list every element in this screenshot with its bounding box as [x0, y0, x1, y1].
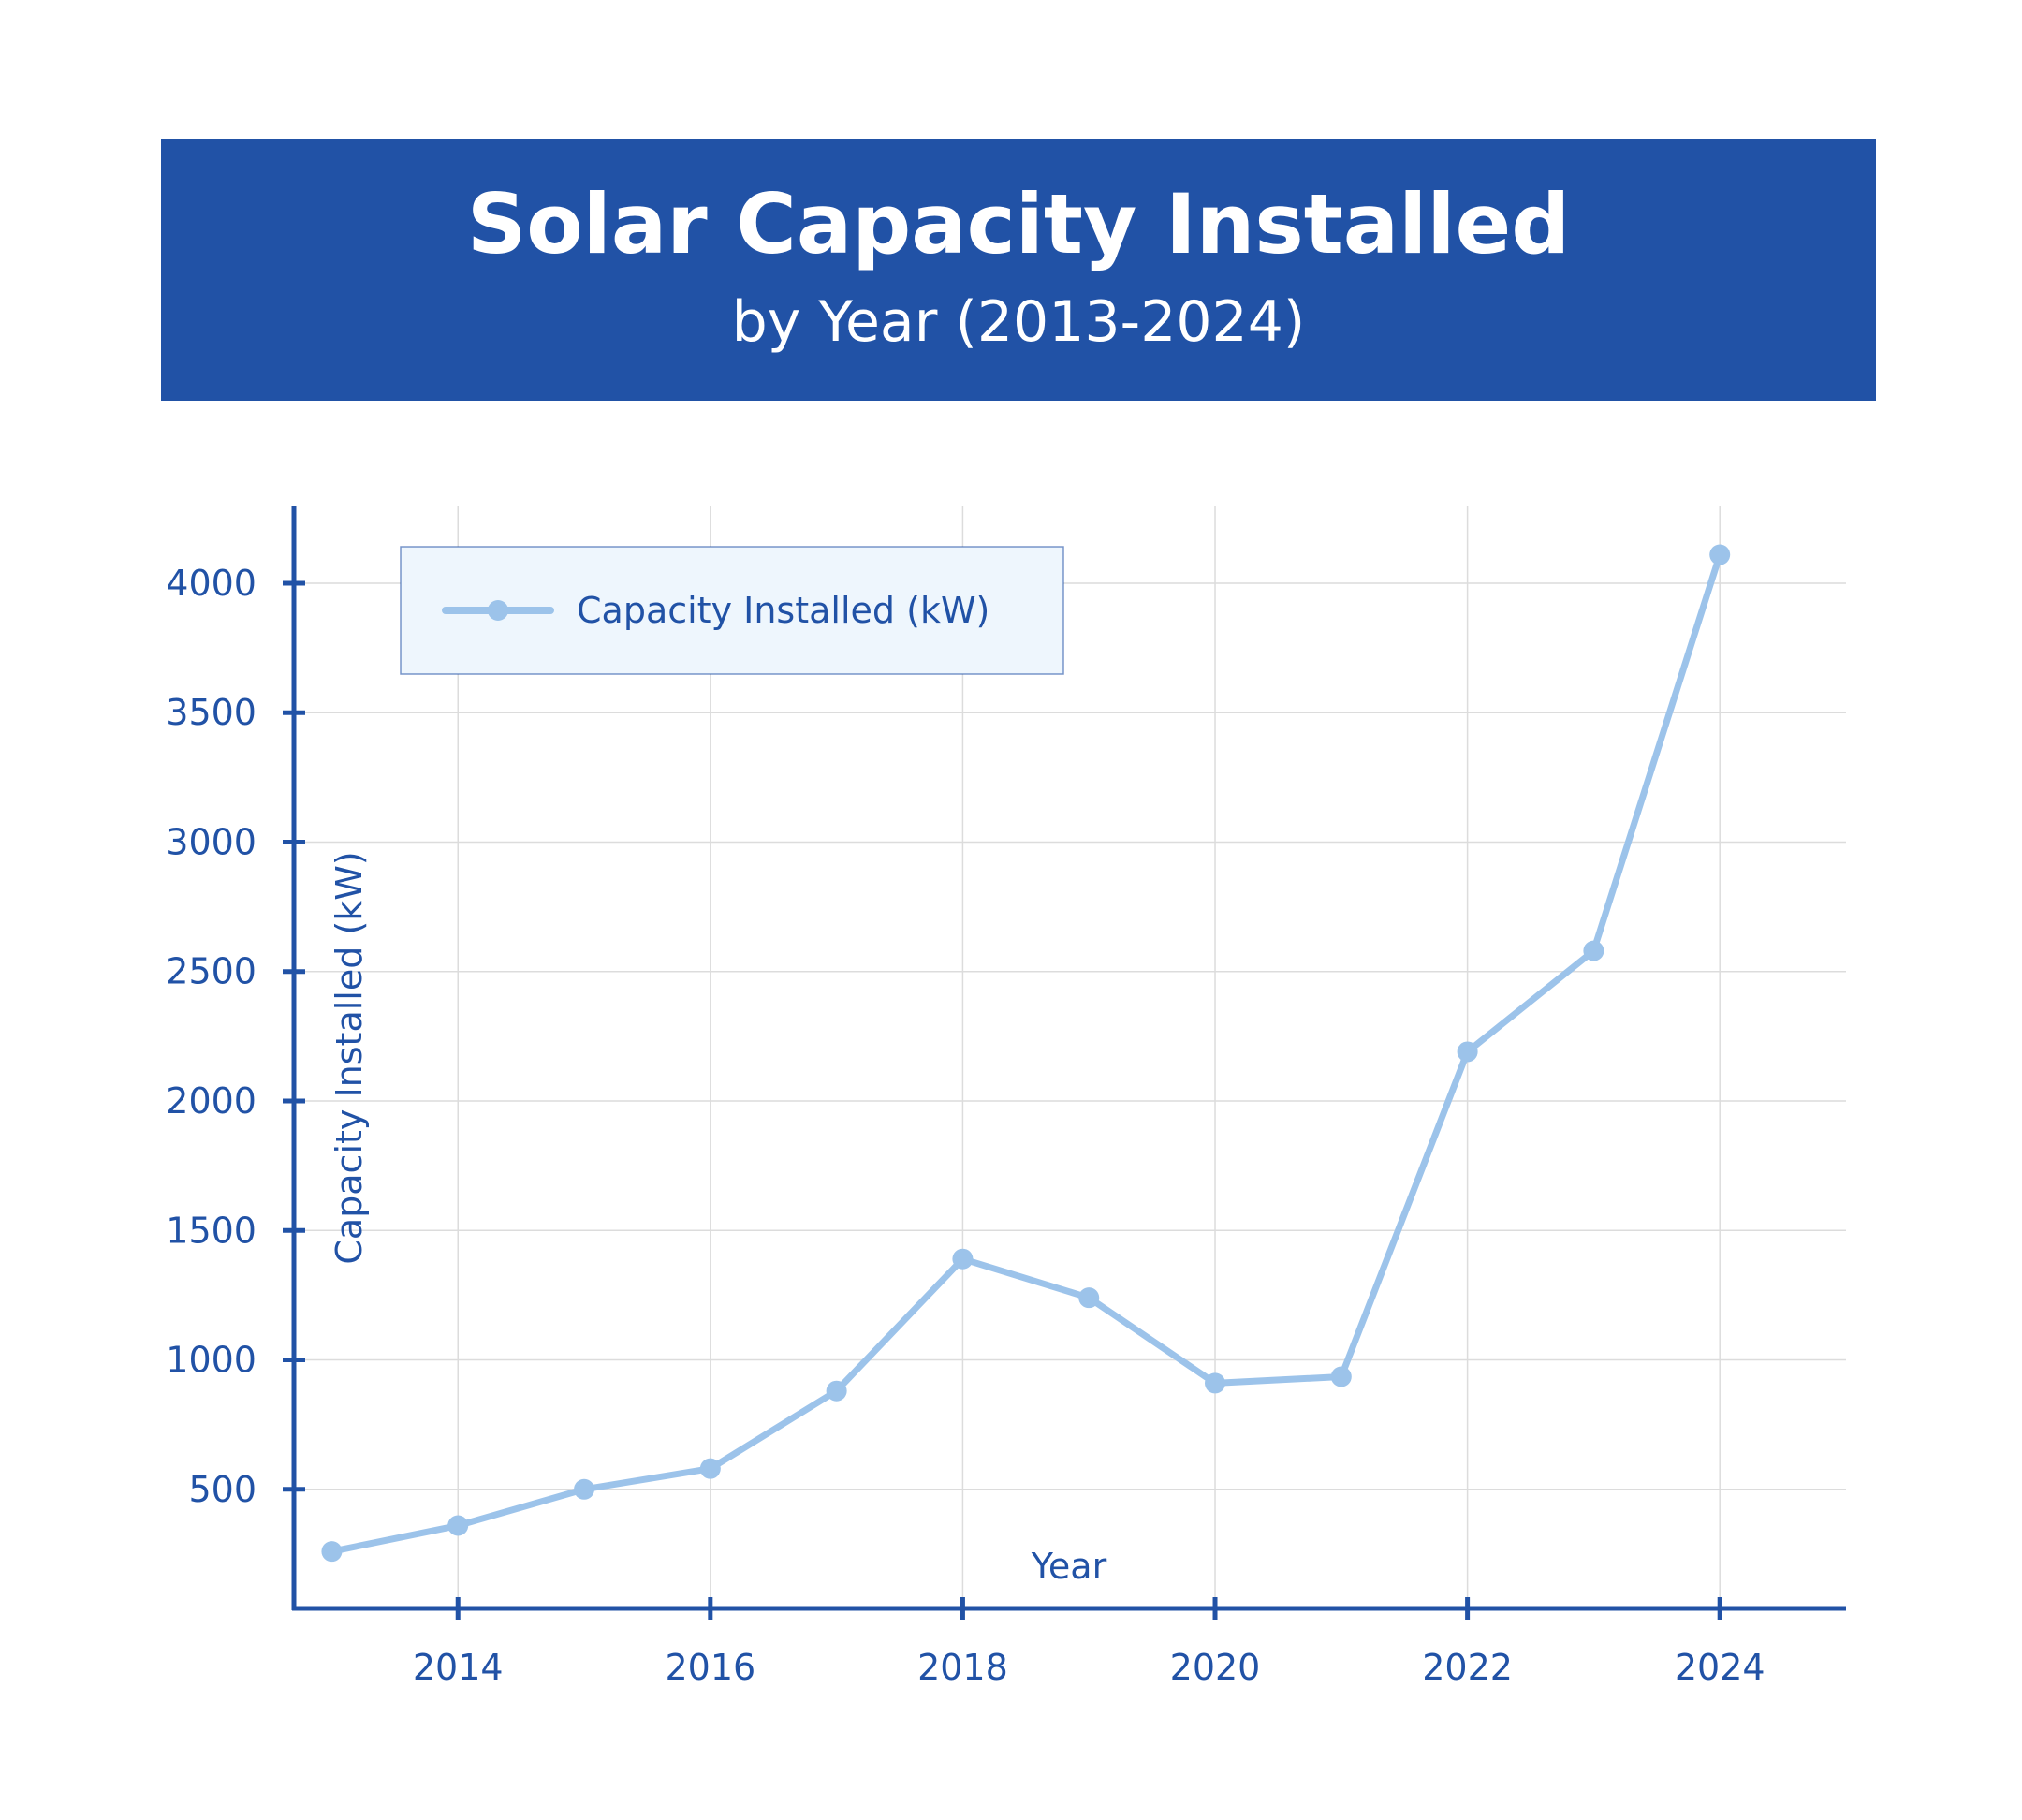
x-tick-label: 2014 [413, 1647, 504, 1688]
data-point [952, 1248, 974, 1270]
data-point [1205, 1372, 1226, 1394]
data-point [574, 1478, 595, 1500]
y-tick-label: 2500 [166, 951, 256, 992]
data-point [1078, 1287, 1100, 1309]
x-tick-label: 2016 [665, 1647, 755, 1688]
data-point [447, 1515, 469, 1536]
x-tick-label: 2020 [1170, 1647, 1261, 1688]
y-tick-label: 3000 [166, 821, 256, 862]
series-line [328, 551, 1723, 1555]
data-series [321, 544, 1731, 1563]
data-point [1457, 1041, 1478, 1063]
chart-subtitle: by Year (2013-2024) [731, 289, 1306, 355]
y-tick-label: 500 [188, 1469, 256, 1510]
data-point [321, 1541, 343, 1563]
data-point [699, 1458, 721, 1479]
data-point [826, 1380, 847, 1402]
y-tick-label: 3500 [166, 692, 256, 733]
y-axis-label: Capacity Installed (kW) [329, 851, 370, 1264]
x-tick-label: 2022 [1422, 1647, 1513, 1688]
axes [283, 506, 1846, 1620]
data-point [1583, 940, 1604, 961]
y-tick-label: 1000 [166, 1340, 256, 1381]
data-point [1709, 544, 1731, 565]
x-axis-label: Year [1031, 1546, 1107, 1587]
data-point [1330, 1366, 1352, 1387]
title-banner: Solar Capacity Installed by Year (2013-2… [161, 139, 1876, 401]
legend-marker [488, 600, 508, 621]
x-tick-label: 2024 [1675, 1647, 1766, 1688]
x-tick-label: 2018 [917, 1647, 1008, 1688]
y-tick-label: 2000 [166, 1080, 256, 1122]
legend-label: Capacity Installed (kW) [577, 590, 989, 631]
legend: Capacity Installed (kW) [400, 546, 1064, 675]
chart-title: Solar Capacity Installed [466, 176, 1571, 272]
y-tick-label: 1500 [166, 1210, 256, 1251]
axis-labels: 2014 2016 2018 2020 2022 2024 500 1000 1500 2000 2… [166, 563, 1765, 1688]
y-tick-label: 4000 [166, 563, 256, 604]
